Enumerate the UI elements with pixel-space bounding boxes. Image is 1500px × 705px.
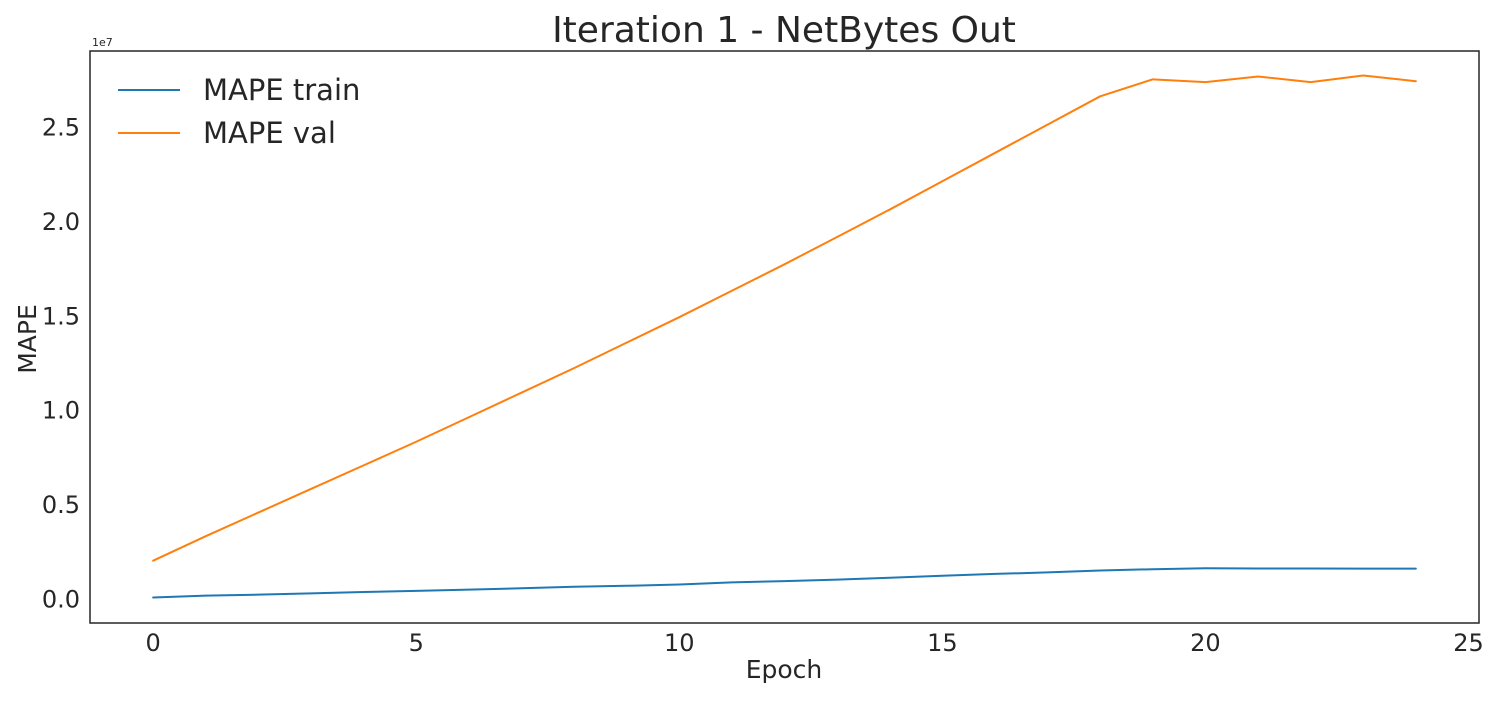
ticks-layer: 0 5 10 15 20 25 0.0 0.5 1.0 1.5 2.0 2.5	[42, 114, 1484, 657]
legend-label: MAPE train	[203, 73, 360, 107]
y-tick-label: 2.0	[42, 208, 80, 236]
series-layer	[152, 74, 1417, 599]
x-tick-label: 5	[409, 629, 424, 657]
series-line-mape-val	[152, 74, 1417, 562]
y-tick-label: 1.0	[42, 397, 80, 425]
x-tick-label: 20	[1190, 629, 1221, 657]
legend: MAPE train MAPE val	[118, 73, 360, 150]
plot-frame	[89, 50, 1480, 624]
y-tick-label: 0.0	[42, 585, 80, 613]
legend-item: MAPE val	[118, 116, 336, 150]
series-line-mape-train	[152, 567, 1417, 599]
x-tick-label: 15	[927, 629, 958, 657]
y-axis-label: MAPE	[13, 304, 42, 374]
x-tick-label: 25	[1453, 629, 1484, 657]
legend-item: MAPE train	[118, 73, 360, 107]
y-offset-label: 1e7	[92, 36, 113, 49]
x-tick-label: 0	[145, 629, 160, 657]
x-axis-label: Epoch	[746, 655, 823, 684]
x-tick-label: 10	[664, 629, 695, 657]
y-tick-label: 1.5	[42, 302, 80, 330]
y-tick-label: 2.5	[42, 114, 80, 142]
legend-label: MAPE val	[203, 116, 336, 150]
chart-title: Iteration 1 - NetBytes Out	[552, 10, 1016, 51]
y-tick-label: 0.5	[42, 491, 80, 519]
